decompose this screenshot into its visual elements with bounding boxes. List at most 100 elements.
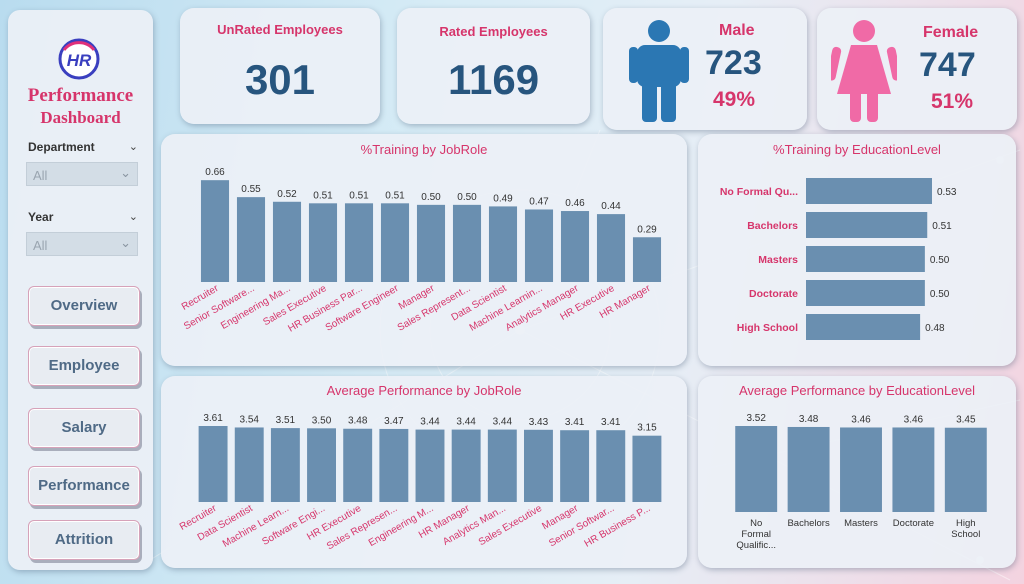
chevron-down-icon: ⌄ <box>120 235 131 250</box>
data-label: 3.41 <box>565 417 585 428</box>
category-label: Doctorate <box>893 518 934 529</box>
bar <box>416 204 446 282</box>
unrated-employees-title: UnRated Employees <box>217 22 343 37</box>
bar <box>806 212 928 238</box>
data-label: 0.50 <box>421 192 441 203</box>
bar <box>451 429 481 502</box>
unrated-employees-value: 301 <box>244 56 316 103</box>
data-label: 0.66 <box>205 167 225 178</box>
attrition-button[interactable]: Attrition <box>28 520 140 560</box>
bar <box>524 209 554 282</box>
bar <box>806 280 925 306</box>
data-label: 0.46 <box>565 198 585 209</box>
data-label: 0.48 <box>925 323 945 334</box>
employee-button[interactable]: Employee <box>28 346 140 386</box>
data-label: 3.44 <box>456 417 476 428</box>
female-count: 747 <box>919 46 976 84</box>
bar <box>415 429 445 502</box>
data-label: 3.44 <box>493 417 513 428</box>
chevron-down-icon: ⌄ <box>120 165 131 180</box>
bar <box>735 426 778 512</box>
year-slicer-label: Year <box>28 210 54 224</box>
data-label: 3.46 <box>851 414 871 425</box>
category-label: Masters <box>844 518 878 529</box>
category-label: Masters <box>758 254 798 266</box>
data-label: 3.46 <box>904 414 924 425</box>
data-label: 0.51 <box>385 190 405 201</box>
male-card: Male 723 49% <box>603 8 807 130</box>
category-label: High School <box>951 518 980 540</box>
bar <box>806 314 921 340</box>
chevron-down-icon[interactable]: ⌄ <box>128 211 138 223</box>
category-label: Doctorate <box>749 288 798 300</box>
bar <box>806 246 925 272</box>
data-label: 3.51 <box>276 415 296 426</box>
data-label: 0.50 <box>930 255 950 266</box>
bar <box>560 430 590 502</box>
department-slicer-label: Department <box>28 140 95 154</box>
bar <box>892 427 935 512</box>
female-card: Female 747 51% <box>817 8 1017 130</box>
bar <box>524 429 553 502</box>
unrated-employees-card: UnRated Employees 301 <box>180 8 380 124</box>
bar <box>236 197 266 282</box>
bar <box>596 214 626 282</box>
category-label: No Formal Qualific... <box>736 518 776 551</box>
category-label: Sales Executive <box>477 503 544 548</box>
performance-by-education-chart: Average Performance by EducationLevel 3.… <box>698 376 1016 568</box>
data-label: 0.49 <box>493 193 513 204</box>
female-percent: 51% <box>931 90 974 113</box>
hr-logo: HR <box>58 38 100 80</box>
male-percent: 49% <box>713 88 756 111</box>
female-icon <box>831 20 897 122</box>
chevron-down-icon[interactable]: ⌄ <box>128 141 138 153</box>
data-label: 0.51 <box>349 190 369 201</box>
data-label: 3.47 <box>384 416 404 427</box>
data-label: 3.50 <box>312 415 332 426</box>
year-dropdown[interactable]: All ⌄ <box>26 232 138 256</box>
data-label: 3.44 <box>420 417 440 428</box>
data-label: 0.52 <box>277 189 297 200</box>
bar <box>344 203 374 282</box>
department-value: All <box>33 168 48 183</box>
data-label: 3.45 <box>956 415 976 426</box>
data-label: 3.61 <box>203 413 223 424</box>
male-count: 723 <box>705 44 762 82</box>
bar <box>632 237 662 282</box>
bar <box>487 429 517 502</box>
training-by-education-chart: %Training by EducationLevel 0.53 No Forma… <box>698 134 1016 366</box>
bar <box>272 201 302 282</box>
dashboard-title-line2: Dashboard <box>40 108 121 127</box>
chart-title: Average Performance by JobRole <box>326 383 522 398</box>
training-by-education-plot: 0.53 No Formal Qu... 0.51 Bachelors 0.50 Mast… <box>720 178 957 340</box>
bar <box>343 428 373 502</box>
data-label: 0.44 <box>601 201 621 212</box>
data-label: 3.15 <box>637 423 657 434</box>
bar <box>806 178 932 204</box>
rated-employees-title: Rated Employees <box>439 24 548 39</box>
salary-button[interactable]: Salary <box>28 408 140 448</box>
bar <box>270 428 300 502</box>
dashboard-title-line1: Performance <box>27 85 134 106</box>
performance-by-jobrole-chart: Average Performance by JobRole 3.61 Recru… <box>161 376 687 568</box>
data-label: 0.53 <box>937 187 957 198</box>
bar <box>234 427 264 502</box>
chart-title: %Training by JobRole <box>360 142 488 157</box>
year-value: All <box>33 238 48 253</box>
data-label: 3.41 <box>601 417 621 428</box>
training-by-jobrole-chart: %Training by JobRole 0.66 Recruiter 0.55 Se… <box>161 134 687 366</box>
data-label: 0.29 <box>637 224 657 235</box>
category-label: HR Business P... <box>583 503 653 550</box>
data-label: 3.48 <box>799 414 819 425</box>
data-label: 0.51 <box>932 221 952 232</box>
performance-button[interactable]: Performance <box>28 466 140 506</box>
bar <box>787 426 830 512</box>
chart-title: %Training by EducationLevel <box>773 142 941 157</box>
chart-title: Average Performance by EducationLevel <box>738 383 976 398</box>
bar <box>560 211 590 282</box>
bar <box>944 427 987 512</box>
department-dropdown[interactable]: All ⌄ <box>26 162 138 186</box>
sidebar: HR Performance Dashboard Department ⌄ Al… <box>8 10 153 570</box>
overview-button[interactable]: Overview <box>28 286 140 326</box>
